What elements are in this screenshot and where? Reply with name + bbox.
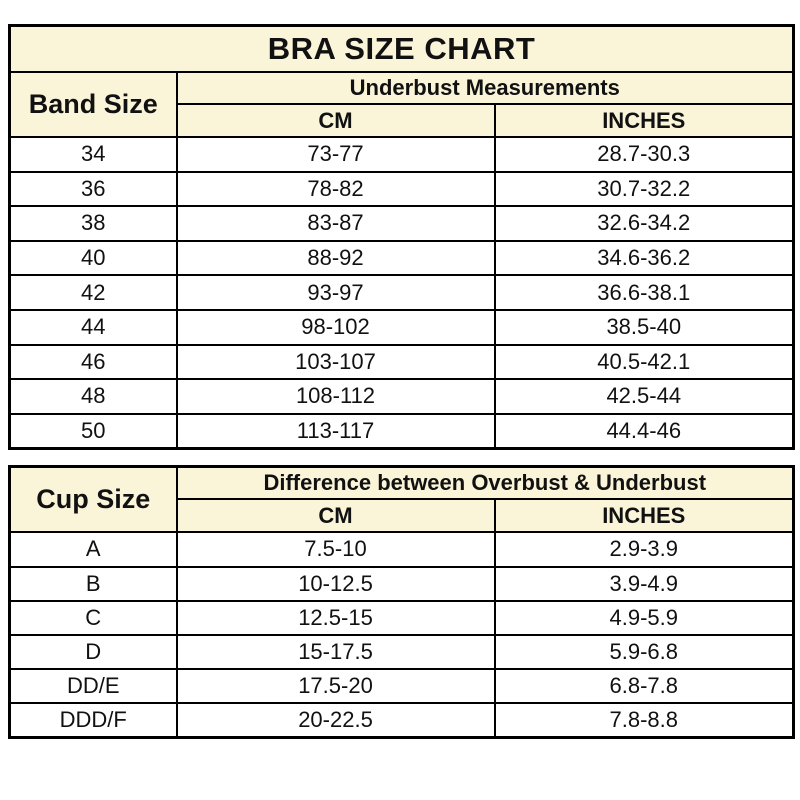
cup-size-value: C: [8, 599, 178, 636]
cup-size-value: A: [8, 531, 178, 568]
inches-range: 32.6-34.2: [493, 205, 795, 242]
sub-header-row: CM INCHES: [10, 498, 795, 534]
cup-size-value: DD/E: [8, 668, 178, 705]
table-row: 40 88-92 34.6-36.2: [8, 239, 795, 277]
inches-range: 38.5-40: [493, 308, 795, 346]
table-divider-gap: [8, 450, 792, 465]
size-chart-page: BRA SIZE CHART Band Size Underbust Measu…: [8, 24, 796, 740]
cm-range: 103-107: [175, 343, 496, 381]
band-size-value: 46: [8, 343, 178, 381]
cm-range: 88-92: [175, 239, 496, 277]
band-size-value: 48: [8, 378, 178, 415]
cm-range: 78-82: [175, 170, 496, 208]
cm-range: 93-97: [175, 274, 496, 311]
cm-range: 15-17.5: [175, 633, 496, 671]
inches-range: 36.6-38.1: [493, 274, 795, 311]
sub-header-row: CM INCHES: [10, 103, 795, 138]
cm-column-header: CM: [175, 103, 496, 138]
cm-range: 7.5-10: [175, 531, 496, 568]
table-row: 44 98-102 38.5-40: [8, 308, 795, 346]
table-row: 50 113-117 44.4-46: [8, 412, 795, 450]
inches-range: 42.5-44: [493, 378, 795, 415]
inches-range: 6.8-7.8: [493, 668, 795, 705]
inches-range: 4.9-5.9: [493, 599, 795, 636]
inches-range: 40.5-42.1: [493, 343, 795, 381]
cup-size-table: Cup Size Difference between Overbust & U…: [8, 465, 796, 740]
cm-range: 12.5-15: [175, 599, 496, 636]
table-row: B 10-12.5 3.9-4.9: [8, 565, 795, 602]
band-size-value: 42: [8, 274, 178, 311]
cm-range: 20-22.5: [175, 702, 496, 739]
table-row: 48 108-112 42.5-44: [8, 378, 795, 415]
table-row: D 15-17.5 5.9-6.8: [8, 633, 795, 671]
group-header-row: Band Size Underbust Measurements: [8, 71, 795, 138]
inches-range: 44.4-46: [493, 412, 795, 450]
table-title-row: BRA SIZE CHART: [8, 24, 795, 73]
inches-range: 2.9-3.9: [493, 531, 795, 568]
group-header-row: Cup Size Difference between Overbust & U…: [8, 465, 795, 534]
inches-range: 34.6-36.2: [493, 239, 795, 277]
cm-range: 83-87: [175, 205, 496, 242]
inches-range: 7.8-8.8: [493, 702, 795, 739]
cup-size-header: Cup Size: [8, 465, 178, 534]
band-size-value: 50: [8, 412, 178, 450]
table-row: 42 93-97 36.6-38.1: [8, 274, 795, 311]
cm-range: 10-12.5: [175, 565, 496, 602]
band-size-value: 40: [8, 239, 178, 277]
table-row: DD/E 17.5-20 6.8-7.8: [8, 668, 795, 705]
cm-range: 17.5-20: [175, 668, 496, 705]
underbust-measurements-header: Underbust Measurements: [175, 71, 795, 105]
cm-range: 108-112: [175, 378, 496, 415]
band-size-value: 36: [8, 170, 178, 208]
inches-column-header: INCHES: [493, 498, 795, 534]
chart-title: BRA SIZE CHART: [8, 24, 795, 73]
table-row: 36 78-82 30.7-32.2: [8, 170, 795, 208]
cm-column-header: CM: [175, 498, 496, 534]
table-row: 46 103-107 40.5-42.1: [8, 343, 795, 381]
band-size-value: 38: [8, 205, 178, 242]
table-row: A 7.5-10 2.9-3.9: [8, 531, 795, 568]
inches-column-header: INCHES: [493, 103, 795, 138]
cm-range: 98-102: [175, 308, 496, 346]
inches-range: 3.9-4.9: [493, 565, 795, 602]
inches-range: 28.7-30.3: [493, 136, 795, 173]
difference-overbust-underbust-header: Difference between Overbust & Underbust: [175, 465, 795, 501]
table-row: 34 73-77 28.7-30.3: [8, 136, 795, 173]
band-size-header: Band Size: [8, 71, 178, 138]
table-row: C 12.5-15 4.9-5.9: [8, 599, 795, 636]
cup-size-value: D: [8, 633, 178, 671]
band-size-value: 34: [8, 136, 178, 173]
band-size-value: 44: [8, 308, 178, 346]
band-size-table: BRA SIZE CHART Band Size Underbust Measu…: [8, 24, 796, 451]
cup-size-value: B: [8, 565, 178, 602]
cup-size-value: DDD/F: [8, 702, 178, 739]
table-row: DDD/F 20-22.5 7.8-8.8: [8, 702, 795, 739]
inches-range: 5.9-6.8: [493, 633, 795, 671]
inches-range: 30.7-32.2: [493, 170, 795, 208]
cm-range: 73-77: [175, 136, 496, 173]
cm-range: 113-117: [175, 412, 496, 450]
table-row: 38 83-87 32.6-34.2: [8, 205, 795, 242]
